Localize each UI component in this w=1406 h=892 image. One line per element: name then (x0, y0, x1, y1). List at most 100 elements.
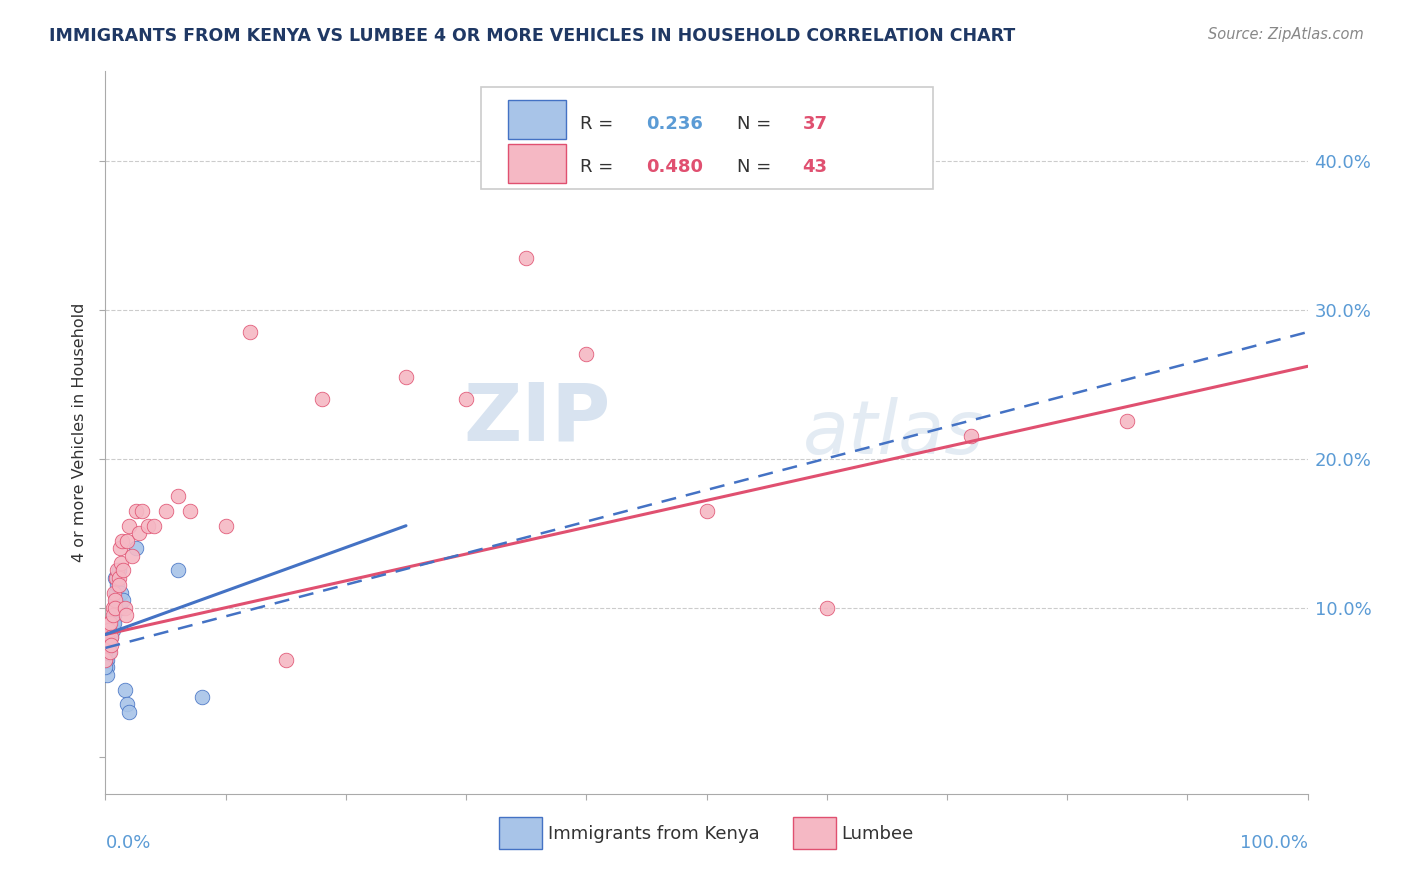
Point (101, 600, 124, 615)
Point (136, 518, 159, 533)
Point (114, 600, 136, 615)
Text: 43: 43 (803, 159, 828, 177)
Point (395, 369, 418, 384)
Point (104, 593, 127, 607)
Point (111, 533, 134, 548)
Text: Lumbee: Lumbee (841, 824, 914, 843)
Text: R =: R = (581, 115, 619, 133)
Point (103, 586, 125, 600)
Point (960, 429, 983, 443)
Point (179, 504, 201, 518)
Point (112, 593, 135, 607)
Text: ZIP: ZIP (463, 379, 610, 458)
Point (107, 563, 129, 577)
Point (98, 615, 121, 630)
Point (105, 571, 128, 585)
FancyBboxPatch shape (481, 87, 932, 189)
Point (98, 645, 121, 659)
Point (108, 541, 131, 555)
Point (124, 541, 146, 555)
Text: 100.0%: 100.0% (1240, 834, 1308, 852)
Point (456, 392, 478, 406)
Point (118, 705, 141, 719)
Point (815, 600, 838, 615)
Point (94, 631, 117, 645)
Y-axis label: 4 or more Vehicles in Household: 4 or more Vehicles in Household (72, 303, 87, 562)
Point (166, 489, 188, 503)
Point (101, 623, 124, 637)
Text: R =: R = (581, 159, 619, 177)
Point (121, 549, 143, 563)
Point (96, 631, 118, 645)
Point (142, 518, 165, 533)
Point (115, 608, 138, 623)
FancyBboxPatch shape (793, 817, 837, 849)
Text: IMMIGRANTS FROM KENYA VS LUMBEE 4 OR MORE VEHICLES IN HOUSEHOLD CORRELATION CHAR: IMMIGRANTS FROM KENYA VS LUMBEE 4 OR MOR… (49, 27, 1015, 45)
Point (96, 660, 118, 674)
Point (107, 578, 129, 592)
Point (696, 504, 718, 518)
Point (94, 653, 117, 667)
Point (107, 563, 129, 577)
Text: atlas: atlas (803, 397, 984, 468)
Point (115, 698, 138, 712)
Point (107, 571, 129, 585)
Point (1116, 414, 1139, 428)
Point (239, 325, 262, 339)
Point (114, 682, 136, 697)
FancyBboxPatch shape (499, 817, 541, 849)
Point (515, 251, 537, 265)
FancyBboxPatch shape (508, 144, 565, 183)
Text: 0.480: 0.480 (647, 159, 703, 177)
Point (104, 600, 127, 615)
Point (94, 645, 117, 659)
Point (98, 623, 121, 637)
Point (96, 667, 118, 681)
Point (100, 638, 122, 652)
Point (100, 631, 122, 645)
Point (97, 638, 120, 652)
Point (110, 586, 132, 600)
Point (115, 533, 138, 548)
Point (100, 615, 122, 630)
Point (105, 593, 128, 607)
Point (94, 638, 117, 652)
Point (107, 571, 129, 585)
Point (103, 608, 125, 623)
Text: 0.0%: 0.0% (105, 834, 150, 852)
Text: N =: N = (737, 115, 776, 133)
Point (98, 615, 121, 630)
Point (128, 526, 150, 541)
Point (131, 504, 153, 518)
Point (100, 623, 122, 637)
Point (166, 563, 188, 577)
Point (97, 638, 120, 652)
Point (101, 615, 124, 630)
Point (96, 653, 118, 667)
Point (101, 608, 124, 623)
Point (94, 653, 117, 667)
Point (105, 586, 128, 600)
Text: Source: ZipAtlas.com: Source: ZipAtlas.com (1208, 27, 1364, 42)
Point (118, 518, 141, 533)
Point (108, 600, 131, 615)
Point (98, 645, 121, 659)
Point (98, 623, 121, 637)
Point (110, 556, 132, 570)
FancyBboxPatch shape (508, 100, 565, 139)
Point (103, 615, 125, 630)
Text: 0.236: 0.236 (647, 115, 703, 133)
Point (100, 631, 122, 645)
Point (98, 631, 121, 645)
Point (190, 690, 212, 704)
Point (274, 653, 297, 667)
Point (575, 347, 598, 361)
Point (98, 638, 121, 652)
Point (98, 631, 121, 645)
Point (214, 518, 236, 533)
Point (124, 504, 146, 518)
Point (97, 645, 120, 659)
Text: Immigrants from Kenya: Immigrants from Kenya (548, 824, 759, 843)
Point (104, 571, 127, 585)
Point (112, 563, 135, 577)
